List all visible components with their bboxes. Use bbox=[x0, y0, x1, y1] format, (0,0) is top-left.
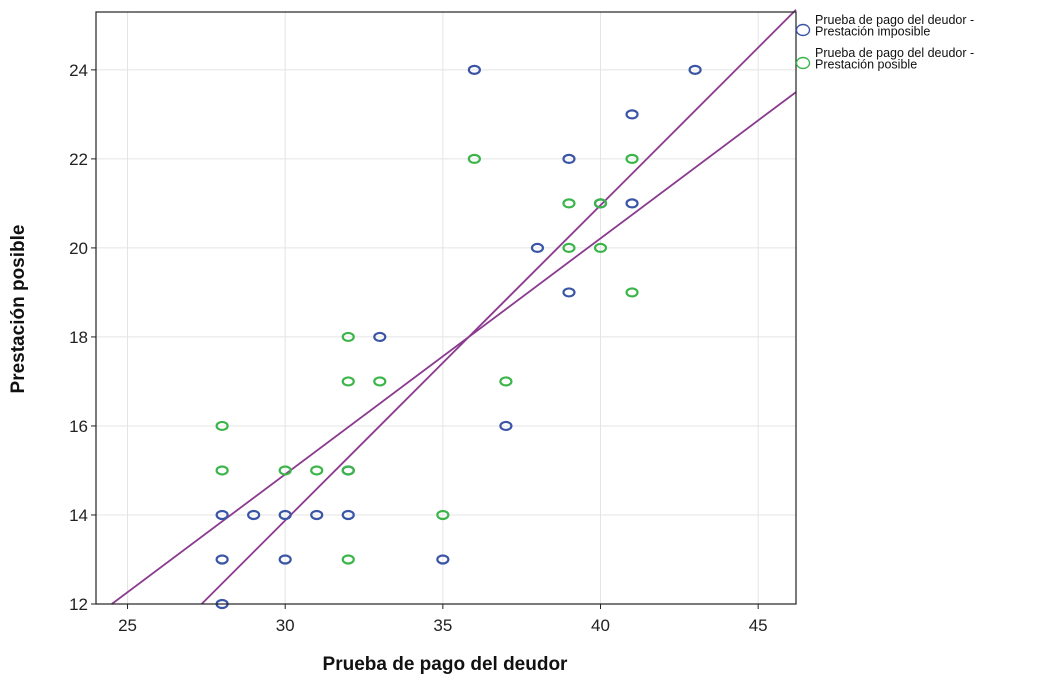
scatter-point-series-2 bbox=[341, 331, 355, 343]
scatter-point-series-1 bbox=[373, 331, 387, 343]
y-tick-label: 24 bbox=[69, 61, 88, 80]
scatter-point-series-2 bbox=[593, 198, 608, 209]
scatter-point-series-2 bbox=[278, 465, 292, 476]
scatter-point-series-1 bbox=[625, 109, 639, 120]
y-axis-ticks: 12 14 16 18 20 22 24 bbox=[69, 61, 96, 614]
y-tick-label: 12 bbox=[69, 595, 88, 614]
scatter-point-series-2 bbox=[593, 242, 608, 254]
x-tick-label: 25 bbox=[118, 616, 137, 635]
scatter-point-series-1 bbox=[625, 198, 639, 209]
scatter-point-series-2 bbox=[215, 420, 229, 432]
x-axis-title: Prueba de pago del deudor bbox=[323, 654, 569, 675]
grid-lines bbox=[96, 12, 796, 605]
scatter-point-series-1 bbox=[247, 509, 261, 521]
scatter-point-series-2 bbox=[341, 465, 355, 476]
scatter-point-series-2 bbox=[310, 465, 324, 476]
scatter-point-series-1 bbox=[341, 509, 355, 521]
scatter-point-series-2 bbox=[625, 153, 639, 164]
scatter-point-series-2 bbox=[341, 554, 355, 565]
legend: Prueba de pago del deudor -Prestación im… bbox=[795, 13, 974, 72]
y-tick-label: 18 bbox=[69, 328, 88, 347]
y-tick-label: 16 bbox=[69, 417, 88, 436]
scatter-point-series-2 bbox=[215, 465, 229, 476]
x-axis-ticks: 25 30 35 40 45 bbox=[118, 604, 768, 635]
x-tick-label: 35 bbox=[433, 616, 452, 635]
scatter-point-series-1 bbox=[215, 554, 229, 565]
y-tick-label: 20 bbox=[69, 239, 88, 258]
y-tick-label: 22 bbox=[69, 150, 88, 169]
scatter-point-series-2 bbox=[467, 153, 481, 164]
scatter-point-series-2 bbox=[562, 198, 576, 209]
scatter-point-series-2 bbox=[373, 376, 387, 387]
y-axis-title: Prestación posible bbox=[8, 225, 29, 394]
scatter-point-series-1 bbox=[688, 64, 702, 75]
x-tick-label: 30 bbox=[276, 616, 295, 635]
x-tick-label: 45 bbox=[749, 616, 768, 635]
scatter-point-series-2 bbox=[499, 376, 513, 387]
scatter-point-series-2 bbox=[562, 242, 576, 254]
scatter-point-series-1 bbox=[499, 420, 513, 432]
scatter-point-series-1 bbox=[562, 287, 576, 298]
fit-line bbox=[111, 91, 797, 605]
plot-frame bbox=[95, 11, 797, 605]
legend-label: Prueba de pago del deudor - bbox=[815, 13, 974, 27]
scatter-point-series-1 bbox=[215, 509, 229, 521]
scatter-point-series-1 bbox=[278, 554, 292, 565]
y-tick-label: 14 bbox=[69, 506, 88, 525]
scatter-point-series-1 bbox=[310, 509, 324, 521]
scatter-point-series-2 bbox=[436, 509, 450, 521]
x-tick-label: 40 bbox=[591, 616, 610, 635]
legend-label: Prestación imposible bbox=[815, 25, 930, 39]
scatter-point-series-2 bbox=[625, 287, 639, 298]
scatter-point-series-1 bbox=[562, 153, 576, 164]
legend-label: Prestación posible bbox=[815, 58, 917, 72]
fit-line bbox=[200, 9, 797, 605]
scatter-point-series-1 bbox=[436, 554, 450, 565]
legend-marker bbox=[795, 23, 811, 37]
scatter-point-series-1 bbox=[278, 509, 292, 521]
scatter-point-series-2 bbox=[341, 376, 355, 387]
scatter-point-series-1 bbox=[530, 242, 545, 254]
legend-marker bbox=[795, 56, 811, 70]
data-points bbox=[215, 64, 702, 610]
legend-label: Prueba de pago del deudor - bbox=[815, 46, 974, 60]
scatter-point-series-1 bbox=[467, 64, 481, 75]
